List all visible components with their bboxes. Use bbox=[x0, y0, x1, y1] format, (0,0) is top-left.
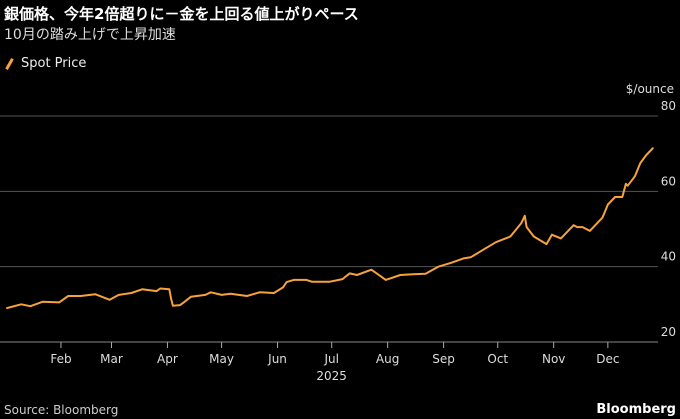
y-tick-label: 80 bbox=[661, 99, 676, 113]
spot-price-point bbox=[581, 226, 584, 228]
spot-price-point bbox=[58, 301, 60, 304]
x-tick-label: Feb bbox=[50, 352, 71, 366]
spot-price-point bbox=[572, 224, 575, 227]
x-tick-label: Apr bbox=[157, 352, 178, 366]
spot-price-point bbox=[644, 154, 647, 157]
spot-price-point bbox=[6, 307, 8, 309]
x-tick-label: Sep bbox=[432, 352, 455, 366]
y-tick-label: 20 bbox=[661, 325, 676, 339]
x-tick-label: Jun bbox=[267, 352, 287, 366]
y-tick-label: 60 bbox=[661, 174, 676, 188]
spot-price-point bbox=[348, 272, 351, 275]
spot-price-point bbox=[634, 175, 636, 178]
source-note: Source: Bloomberg bbox=[4, 403, 119, 417]
spot-price-point bbox=[621, 196, 624, 198]
legend: Spot Price bbox=[4, 56, 86, 71]
x-tick-label: Dec bbox=[596, 352, 619, 366]
spot-price-point bbox=[626, 184, 629, 187]
spot-price-point bbox=[545, 243, 548, 245]
spot-price-point bbox=[576, 226, 578, 228]
y-tick-label: 40 bbox=[661, 250, 676, 264]
spot-price-point bbox=[639, 162, 642, 164]
spot-price-point bbox=[341, 278, 344, 280]
spot-price-point bbox=[80, 295, 82, 297]
spot-price-point bbox=[29, 305, 32, 308]
spot-price-point bbox=[329, 280, 331, 283]
spot-price-point bbox=[20, 303, 23, 306]
spot-price-point bbox=[182, 301, 185, 304]
spot-price-point bbox=[229, 292, 232, 295]
spot-price-point bbox=[67, 295, 69, 297]
spot-price-point bbox=[551, 233, 553, 236]
spot-price-point bbox=[356, 274, 358, 276]
spot-price-point bbox=[462, 257, 465, 260]
x-tick-label: Mar bbox=[100, 352, 123, 366]
spot-price-point bbox=[179, 304, 181, 306]
y-axis-unit: $/ounce bbox=[625, 82, 674, 96]
spot-price-point bbox=[469, 256, 472, 259]
x-tick-label: Oct bbox=[487, 352, 508, 366]
spot-price-point bbox=[246, 295, 248, 297]
spot-price-point bbox=[155, 290, 158, 292]
spot-price-point bbox=[495, 241, 497, 243]
spot-price-point bbox=[482, 248, 485, 251]
spot-price-point bbox=[292, 279, 295, 281]
spot-price-point bbox=[172, 305, 174, 307]
spot-price-point bbox=[589, 230, 591, 232]
spot-price-point bbox=[560, 237, 562, 240]
spot-price-point bbox=[625, 183, 627, 185]
spot-price-point bbox=[607, 203, 609, 206]
spot-price-point bbox=[258, 291, 261, 294]
spot-price-point bbox=[168, 288, 171, 291]
spot-price-point bbox=[220, 294, 223, 296]
spot-price-point bbox=[204, 294, 207, 296]
x-tick-label: Nov bbox=[542, 352, 565, 366]
spot-price-point bbox=[130, 292, 133, 294]
x-tick-label: May bbox=[209, 352, 234, 366]
spot-price-point bbox=[94, 293, 97, 295]
spot-price-point bbox=[285, 281, 288, 283]
chart-title: 銀価格、今年2倍超りに－金を上回る値上がりペース bbox=[4, 5, 359, 23]
bloomberg-logo: Bloomberg bbox=[596, 402, 676, 417]
x-tick-label: Aug bbox=[376, 352, 399, 366]
spot-price-line bbox=[6, 147, 654, 310]
spot-price-point bbox=[305, 279, 308, 281]
x-year-label: 2025 bbox=[316, 369, 347, 383]
spot-price-point bbox=[652, 147, 654, 149]
x-tick-label: Jul bbox=[323, 352, 338, 366]
spot-price-point bbox=[159, 287, 162, 290]
spot-price-point bbox=[370, 268, 373, 271]
spot-price-point bbox=[117, 294, 120, 296]
spot-price-point bbox=[399, 274, 402, 276]
spot-price-point bbox=[412, 273, 414, 276]
spot-price-point bbox=[525, 226, 528, 228]
spot-price-point bbox=[524, 215, 526, 217]
spot-price-point bbox=[209, 291, 212, 294]
legend-label: Spot Price bbox=[21, 56, 87, 71]
spot-price-point bbox=[141, 288, 143, 291]
spot-price-point bbox=[190, 296, 192, 298]
spot-price-point bbox=[614, 196, 616, 198]
spot-price-point bbox=[42, 300, 44, 303]
spot-price-point bbox=[424, 273, 427, 275]
spot-price-point bbox=[520, 222, 523, 225]
spot-price-point bbox=[385, 279, 387, 281]
spot-price-point bbox=[282, 286, 284, 289]
spot-price-point bbox=[437, 265, 439, 268]
spot-price-point bbox=[170, 297, 172, 300]
spot-price-point bbox=[509, 235, 512, 238]
spot-price-point bbox=[450, 262, 452, 264]
spot-price-point bbox=[273, 292, 275, 294]
spot-price-point bbox=[601, 216, 604, 219]
spot-price-point bbox=[311, 280, 313, 283]
spot-price-point bbox=[533, 235, 535, 238]
spot-price-point bbox=[108, 299, 111, 301]
chart-subtitle: 10月の踏み上げで上昇加速 bbox=[4, 27, 176, 43]
